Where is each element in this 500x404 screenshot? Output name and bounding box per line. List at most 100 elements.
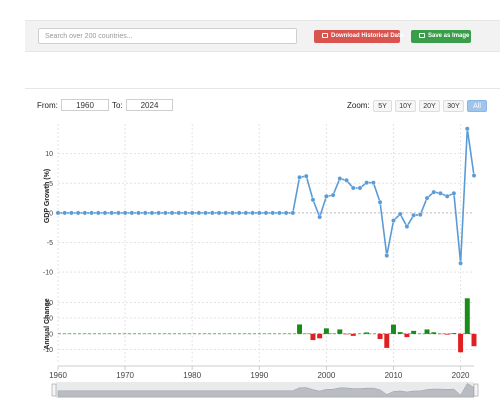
annual-change-bar[interactable]: [391, 324, 396, 334]
gdp-growth-point[interactable]: [330, 192, 336, 198]
gdp-growth-point[interactable]: [189, 210, 195, 216]
gdp-growth-point[interactable]: [203, 210, 209, 216]
gdp-growth-point[interactable]: [404, 224, 410, 229]
gdp-growth-point[interactable]: [424, 195, 430, 201]
gdp-growth-point[interactable]: [310, 197, 316, 203]
download-historical-data-button[interactable]: Download Historical Data: [314, 30, 403, 43]
gdp-growth-point[interactable]: [223, 210, 229, 216]
gdp-growth-point[interactable]: [263, 210, 269, 216]
annual-change-bar[interactable]: [317, 333, 323, 339]
annual-change-bar[interactable]: [364, 332, 370, 334]
annual-change-bar[interactable]: [350, 333, 356, 336]
gdp-growth-point[interactable]: [136, 210, 141, 216]
gdp-growth-point[interactable]: [209, 210, 215, 216]
gdp-growth-point[interactable]: [183, 210, 188, 216]
navigator-area: [57, 383, 475, 398]
annual-change-bar[interactable]: [451, 333, 457, 334]
gdp-growth-point[interactable]: [270, 210, 276, 216]
gdp-growth-point[interactable]: [277, 210, 282, 216]
gdp-growth-point[interactable]: [357, 185, 363, 191]
gdp-growth-point[interactable]: [95, 210, 101, 216]
gdp-growth-point[interactable]: [444, 193, 450, 199]
gdp-growth-point[interactable]: [283, 210, 289, 216]
gdp-growth-point[interactable]: [471, 173, 477, 178]
zoom-all-button[interactable]: All: [467, 100, 487, 112]
gdp-growth-point[interactable]: [82, 210, 88, 216]
from-date-field[interactable]: 1960: [61, 99, 109, 111]
gdp-growth-point[interactable]: [384, 253, 390, 258]
annual-change-bar[interactable]: [411, 330, 417, 334]
gdp-growth-point[interactable]: [458, 260, 463, 266]
gdp-growth-point[interactable]: [290, 210, 296, 216]
navigator-handle-right[interactable]: [473, 383, 479, 397]
gdp-growth-point[interactable]: [156, 210, 162, 216]
navigator-track[interactable]: [56, 382, 474, 398]
gdp-growth-point[interactable]: [377, 199, 383, 205]
annual-change-bar[interactable]: [310, 333, 316, 341]
search-input[interactable]: Search over 200 countries...: [38, 28, 297, 44]
to-label: To:: [112, 101, 123, 110]
gdp-growth-point[interactable]: [411, 212, 417, 218]
gdp-growth-point[interactable]: [122, 210, 128, 216]
gdp-growth-point[interactable]: [176, 210, 182, 216]
gdp-growth-point[interactable]: [350, 185, 356, 191]
annual-change-bar[interactable]: [377, 333, 383, 339]
annual-change-bar[interactable]: [471, 333, 477, 347]
gdp-growth-point[interactable]: [344, 177, 349, 183]
annual-change-bar[interactable]: [431, 332, 437, 334]
gdp-growth-point[interactable]: [364, 180, 370, 186]
to-date-field[interactable]: 2024: [126, 99, 173, 111]
gdp-growth-point[interactable]: [216, 210, 222, 216]
gdp-growth-point[interactable]: [438, 190, 443, 196]
gdp-growth-point[interactable]: [370, 180, 376, 186]
gdp-growth-point[interactable]: [62, 210, 68, 216]
annual-change-bar[interactable]: [424, 329, 430, 334]
gdp-growth-point[interactable]: [169, 210, 175, 216]
gdp-growth-point[interactable]: [149, 210, 155, 216]
gdp-growth-point[interactable]: [75, 210, 81, 216]
gdp-growth-point[interactable]: [250, 210, 255, 216]
annual-change-bar[interactable]: [397, 332, 403, 334]
gdp-growth-point[interactable]: [89, 210, 94, 216]
gdp-growth-point[interactable]: [397, 211, 403, 217]
gdp-growth-point[interactable]: [317, 214, 323, 220]
gdp-growth-point[interactable]: [236, 210, 242, 216]
navigator-handle-left[interactable]: [51, 383, 57, 397]
annual-change-bar[interactable]: [404, 333, 410, 338]
x-tick-label: 1990: [250, 371, 268, 380]
annual-change-bar[interactable]: [323, 328, 329, 334]
gdp-growth-point[interactable]: [451, 190, 457, 196]
gdp-growth-point[interactable]: [256, 210, 262, 216]
annual-change-bar[interactable]: [297, 324, 303, 334]
gdp-growth-point[interactable]: [55, 210, 61, 216]
gdp-growth-point[interactable]: [417, 212, 423, 218]
save-as-image-button[interactable]: Save as Image: [411, 30, 471, 43]
gdp-growth-point[interactable]: [102, 210, 108, 216]
gdp-growth-point[interactable]: [109, 210, 115, 216]
gdp-growth-point[interactable]: [69, 210, 74, 216]
gdp-growth-point[interactable]: [303, 173, 309, 179]
annual-change-bar[interactable]: [458, 333, 464, 353]
gdp-growth-point[interactable]: [323, 193, 329, 199]
zoom-10y-button[interactable]: 10Y: [395, 100, 416, 112]
gdp-growth-point[interactable]: [230, 210, 235, 216]
zoom-label: Zoom:: [347, 101, 370, 110]
gdp-growth-point[interactable]: [162, 210, 168, 216]
annual-change-bar[interactable]: [464, 298, 470, 334]
zoom-5y-button[interactable]: 5Y: [373, 100, 392, 112]
zoom-20y-button[interactable]: 20Y: [419, 100, 440, 112]
annual-change-bar[interactable]: [384, 333, 390, 348]
gdp-growth-point[interactable]: [115, 210, 121, 216]
gdp-growth-point[interactable]: [391, 218, 396, 223]
gdp-growth-point[interactable]: [142, 210, 148, 216]
gdp-growth-point[interactable]: [243, 210, 249, 216]
gdp-growth-point[interactable]: [337, 176, 343, 181]
zoom-30y-button[interactable]: 30Y: [443, 100, 464, 112]
gdp-growth-point[interactable]: [196, 210, 202, 216]
gdp-growth-point[interactable]: [129, 210, 135, 216]
annual-change-bar[interactable]: [337, 329, 343, 334]
annual-change-bar[interactable]: [444, 333, 450, 335]
gdp-growth-point[interactable]: [297, 174, 302, 180]
gdp-growth-point[interactable]: [464, 126, 470, 132]
gdp-growth-point[interactable]: [431, 189, 437, 195]
